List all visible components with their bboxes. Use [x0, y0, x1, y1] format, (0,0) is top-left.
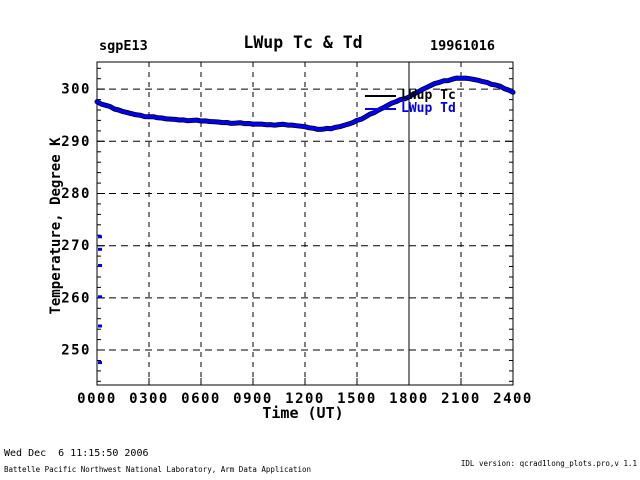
legend-entry-lwup-td: LWup Td [365, 101, 456, 116]
footer-idl-version: IDL version: qcrad1long_plots.pro,v 1.1 [460, 459, 637, 468]
axis-artifact-mark [98, 361, 102, 365]
legend-label: LWup Td [401, 101, 456, 116]
legend-line-sample [365, 107, 396, 110]
y-tick-label: 290 [61, 134, 91, 150]
axis-artifact-mark [98, 324, 102, 328]
y-tick-label: 300 [61, 82, 91, 98]
site-label: sgpE13 [99, 38, 148, 54]
page-title: LWup Tc & Td [243, 33, 363, 52]
axis-artifact-mark [98, 235, 102, 239]
x-tick-label: 0900 [233, 391, 273, 407]
x-axis-title: Time (UT) [262, 404, 344, 422]
date-label: 19961016 [429, 38, 495, 54]
x-tick-label: 0600 [181, 391, 221, 407]
axis-artifact-mark [98, 264, 102, 267]
x-tick-label: 2400 [493, 391, 533, 407]
lwup-td-curve [95, 76, 515, 132]
x-tick-label: 2100 [441, 391, 481, 407]
y-tick-label: 250 [61, 343, 91, 359]
footer-organization: Battelle Pacific Northwest National Labo… [4, 465, 312, 474]
x-tick-label: 0300 [129, 391, 169, 407]
y-axis-title: Temperature, Degree K [48, 137, 64, 315]
legend-entry-lwup-tc: LWup Tc [365, 88, 456, 103]
x-tick-label: 1200 [285, 391, 325, 407]
x-tick-label: 0000 [77, 391, 117, 407]
y-tick-label: 270 [61, 238, 91, 254]
x-tick-label: 1500 [337, 391, 377, 407]
legend-label: LWup Tc [401, 88, 456, 103]
legend: LWup Tc LWup Td [365, 88, 456, 116]
y-tick-label: 260 [61, 290, 91, 306]
y-tick-label: 280 [61, 186, 91, 202]
plot-frame [96, 61, 514, 386]
legend-line-sample [365, 94, 396, 97]
axis-artifact-mark [98, 295, 102, 299]
x-tick-label: 1800 [389, 391, 429, 407]
footer-timestamp: Wed Dec 6 11:15:50 2006 [4, 448, 149, 459]
footer-version-block: IDL version: qcrad1long_plots.pro,v 1.1 … [402, 444, 637, 480]
axis-artifact-mark [98, 247, 102, 251]
